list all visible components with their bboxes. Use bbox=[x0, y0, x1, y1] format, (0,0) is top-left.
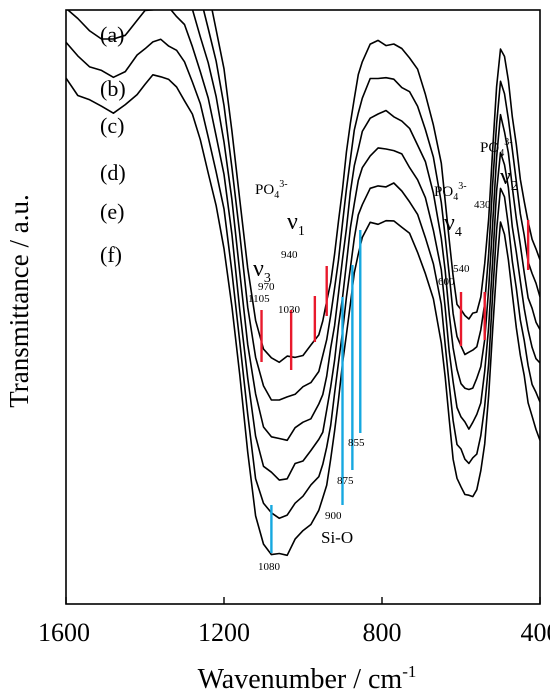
plot-frame bbox=[65, 9, 541, 605]
spectrum-line-b bbox=[202, 10, 540, 401]
peak-label-1105: 1105 bbox=[248, 293, 270, 305]
series-label: (a) bbox=[100, 22, 124, 47]
vibration-mode-v2: ν2 bbox=[500, 164, 518, 194]
series-label: (e) bbox=[100, 199, 124, 224]
peak-label-1080: 1080 bbox=[258, 561, 281, 573]
series-label: (c) bbox=[100, 113, 124, 138]
series-label: (b) bbox=[100, 76, 126, 101]
po4-label-v2: PO43- bbox=[480, 137, 513, 159]
peak-label-940: 940 bbox=[281, 249, 298, 261]
x-axis-label: Wavenumber / cm-1 bbox=[198, 662, 417, 695]
spectrum-line-e bbox=[66, 38, 540, 520]
po4-label-v1: PO43- bbox=[255, 179, 288, 201]
series-label: (d) bbox=[100, 160, 126, 185]
series-label: (f) bbox=[100, 242, 122, 267]
vibration-mode-v4: ν4 bbox=[444, 210, 462, 240]
spectrum-line-a bbox=[211, 10, 540, 364]
peak-label-430: 430 bbox=[474, 199, 491, 211]
spectra-group bbox=[66, 10, 540, 557]
x-axis: 1600 1200 800 400 bbox=[38, 597, 550, 647]
peak-label-875: 875 bbox=[337, 475, 354, 487]
spectrum-line-c bbox=[191, 10, 540, 442]
peak-label-600: 600 bbox=[438, 276, 455, 288]
y-axis-label: Transmittance / a.u. bbox=[4, 194, 34, 407]
peak-label-540: 540 bbox=[453, 263, 470, 275]
series-labels: (a) (b) (c) (d) (e) (f) bbox=[100, 22, 126, 267]
peak-label-970: 970 bbox=[258, 281, 275, 293]
peak-markers bbox=[260, 220, 530, 553]
x-tick-label: 400 bbox=[521, 618, 550, 647]
x-tick-label: 1600 bbox=[38, 618, 90, 647]
peak-label-855: 855 bbox=[348, 437, 365, 449]
peak-label-900: 900 bbox=[325, 510, 342, 522]
x-tick-label: 1200 bbox=[198, 618, 250, 647]
po4-label-v4: PO43- bbox=[434, 181, 467, 203]
vibration-mode-v3: ν3 bbox=[253, 256, 271, 286]
si-o-label: Si-O bbox=[321, 528, 353, 547]
x-tick-label: 800 bbox=[363, 618, 402, 647]
spectrum-line-f bbox=[66, 74, 540, 557]
vibration-mode-v1: ν1 bbox=[287, 209, 305, 239]
peak-label-1030: 1030 bbox=[278, 304, 301, 316]
spectrum-line-d bbox=[66, 10, 540, 481]
